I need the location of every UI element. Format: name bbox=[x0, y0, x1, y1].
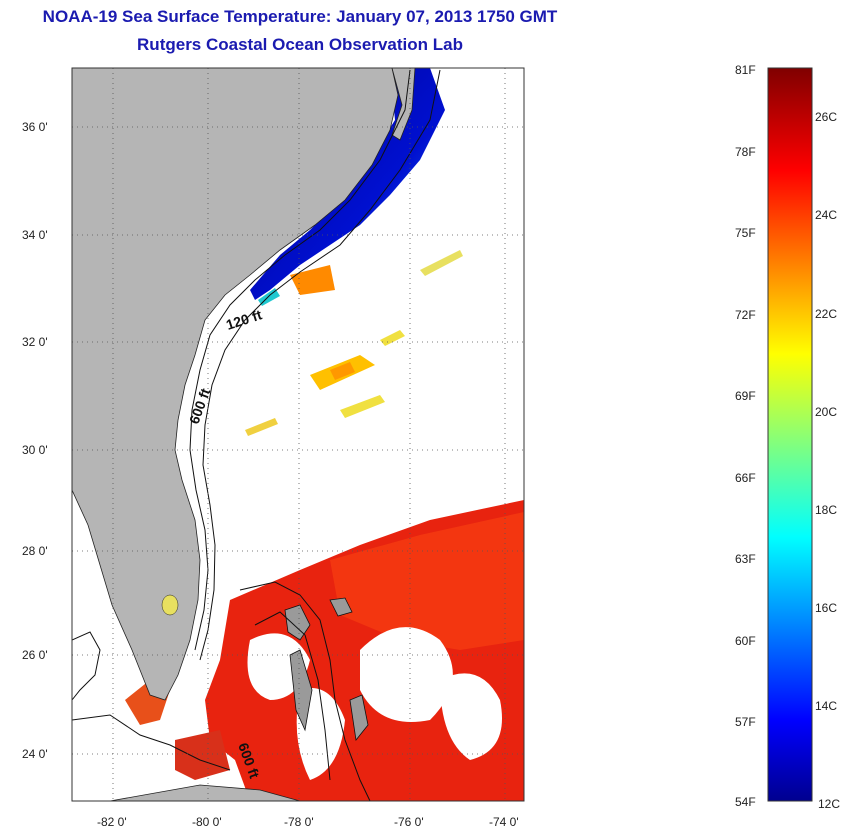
keys-warm-patch bbox=[175, 730, 230, 780]
colorbar-c-label: 16C bbox=[815, 601, 837, 615]
lon-label: -82 0' bbox=[97, 815, 127, 829]
warm-streak bbox=[340, 395, 385, 418]
contour-bahamas bbox=[254, 611, 331, 781]
lake-okeechobee bbox=[161, 594, 179, 616]
land-bahamas bbox=[329, 597, 353, 617]
lon-label: -80 0' bbox=[192, 815, 222, 829]
lat-label: 24 0' bbox=[22, 747, 48, 761]
lat-label: 34 0' bbox=[22, 228, 48, 242]
contour-sw-florida bbox=[72, 714, 231, 771]
colorbar-f-label: 54F bbox=[735, 795, 756, 809]
map-frame bbox=[71, 67, 525, 802]
colorbar-c-label: 18C bbox=[815, 503, 837, 517]
colorbar-c-label: 12C bbox=[818, 797, 840, 811]
colorbar bbox=[767, 67, 813, 802]
land-southeast-us bbox=[72, 68, 399, 701]
colorbar-c-label: 20C bbox=[815, 405, 837, 419]
warm-streak bbox=[420, 250, 463, 276]
map-title: NOAA-19 Sea Surface Temperature: January… bbox=[42, 7, 558, 26]
cloud-gap bbox=[360, 627, 453, 722]
contour-120ft bbox=[189, 69, 411, 651]
contour-600ft bbox=[199, 69, 441, 661]
lat-label: 28 0' bbox=[22, 544, 48, 558]
warm-streak bbox=[245, 418, 278, 436]
colorbar-c-label: 24C bbox=[815, 208, 837, 222]
colorbar-f-label: 81F bbox=[735, 63, 756, 77]
lon-label: -76 0' bbox=[394, 815, 424, 829]
colorbar-f-label: 72F bbox=[735, 308, 756, 322]
colorbar-f-label: 69F bbox=[735, 389, 756, 403]
warm-streak bbox=[330, 362, 355, 380]
lat-label: 26 0' bbox=[22, 648, 48, 662]
land-bahamas bbox=[349, 694, 369, 741]
land-bahamas bbox=[289, 649, 313, 732]
lat-label: 30 0' bbox=[22, 443, 48, 457]
land-bahamas bbox=[284, 604, 311, 641]
colorbar-f-label: 78F bbox=[735, 145, 756, 159]
land-cuba bbox=[109, 784, 301, 801]
colorbar-f-label: 66F bbox=[735, 471, 756, 485]
map-grid bbox=[72, 68, 524, 801]
colorbar-f-label: 60F bbox=[735, 634, 756, 648]
lat-label: 36 0' bbox=[22, 120, 48, 134]
contour-bahamas bbox=[239, 581, 371, 801]
colorbar-f-label: 75F bbox=[735, 226, 756, 240]
cloud-gap bbox=[440, 673, 502, 760]
colorbar-f-label: 57F bbox=[735, 715, 756, 729]
lat-label: 32 0' bbox=[22, 335, 48, 349]
warm-streak bbox=[380, 330, 405, 346]
colorbar-c-label: 14C bbox=[815, 699, 837, 713]
colorbar-c-label: 26C bbox=[815, 110, 837, 124]
land-outer-banks bbox=[391, 68, 416, 141]
shelf-edge-warm bbox=[290, 265, 335, 295]
lon-label: -78 0' bbox=[284, 815, 314, 829]
colorbar-f-label: 63F bbox=[735, 552, 756, 566]
lon-label: -74 0' bbox=[489, 815, 519, 829]
cloud-gap bbox=[296, 688, 345, 780]
map-subtitle: Rutgers Coastal Ocean Observation Lab bbox=[137, 35, 463, 54]
colorbar-c-label: 22C bbox=[815, 307, 837, 321]
contour-sw-florida bbox=[72, 631, 101, 701]
gulf-stream-warm-core bbox=[330, 512, 524, 650]
